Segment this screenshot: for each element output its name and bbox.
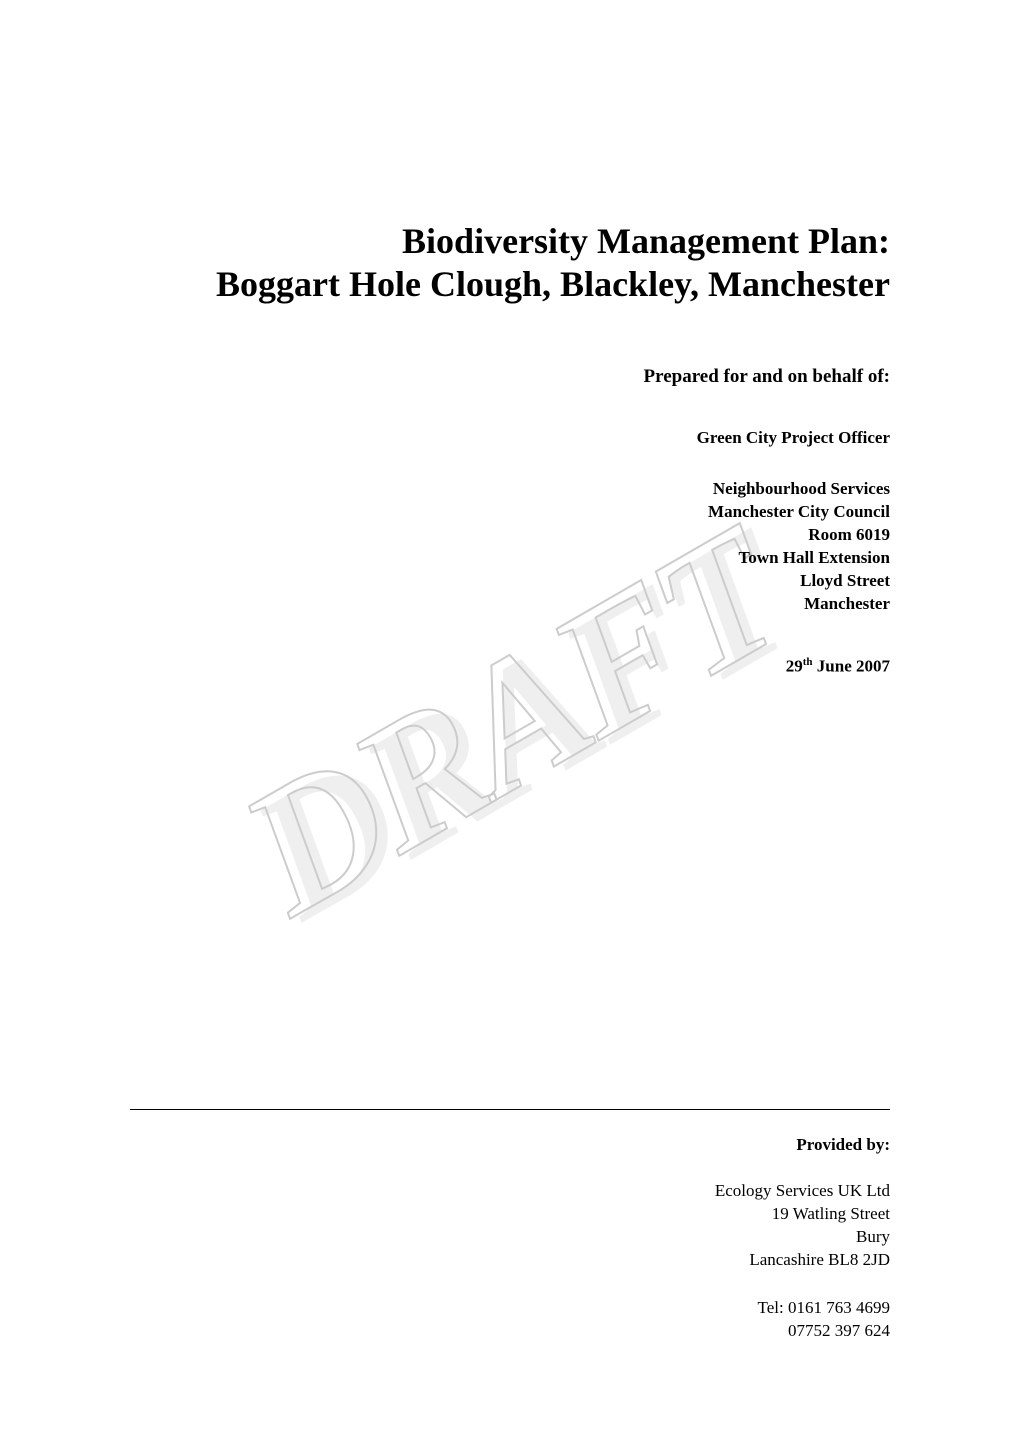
spacer — [130, 677, 890, 1110]
contact-tel2: 07752 397 624 — [130, 1320, 890, 1343]
title-line1: Biodiversity Management Plan: — [130, 220, 890, 263]
provider-block: Ecology Services UK Ltd 19 Watling Stree… — [130, 1180, 890, 1272]
contact-tel1: Tel: 0161 763 4699 — [130, 1297, 890, 1320]
officer-text: Green City Project Officer — [130, 428, 890, 448]
contact-block: Tel: 0161 763 4699 07752 397 624 — [130, 1297, 890, 1343]
title-block: Biodiversity Management Plan: Boggart Ho… — [130, 220, 890, 306]
title-line2: Boggart Hole Clough, Blackley, Mancheste… — [130, 263, 890, 306]
date-suffix: th — [803, 656, 813, 668]
address-line6: Manchester — [130, 593, 890, 616]
address-line4: Town Hall Extension — [130, 547, 890, 570]
address-block: Neighbourhood Services Manchester City C… — [130, 478, 890, 616]
provided-by-label: Provided by: — [130, 1135, 890, 1155]
date-day: 29 — [786, 657, 803, 676]
provider-name: Ecology Services UK Ltd — [130, 1180, 890, 1203]
address-line1: Neighbourhood Services — [130, 478, 890, 501]
document-content: Biodiversity Management Plan: Boggart Ho… — [130, 100, 890, 1343]
provider-postcode: Lancashire BL8 2JD — [130, 1249, 890, 1272]
address-line2: Manchester City Council — [130, 501, 890, 524]
address-line3: Room 6019 — [130, 524, 890, 547]
date-month-year: June 2007 — [813, 657, 890, 676]
address-line5: Lloyd Street — [130, 570, 890, 593]
provider-street: 19 Watling Street — [130, 1203, 890, 1226]
date: 29th June 2007 — [130, 656, 890, 677]
provider-city: Bury — [130, 1226, 890, 1249]
divider — [130, 1109, 890, 1110]
prepared-for-label: Prepared for and on behalf of: — [130, 366, 890, 388]
